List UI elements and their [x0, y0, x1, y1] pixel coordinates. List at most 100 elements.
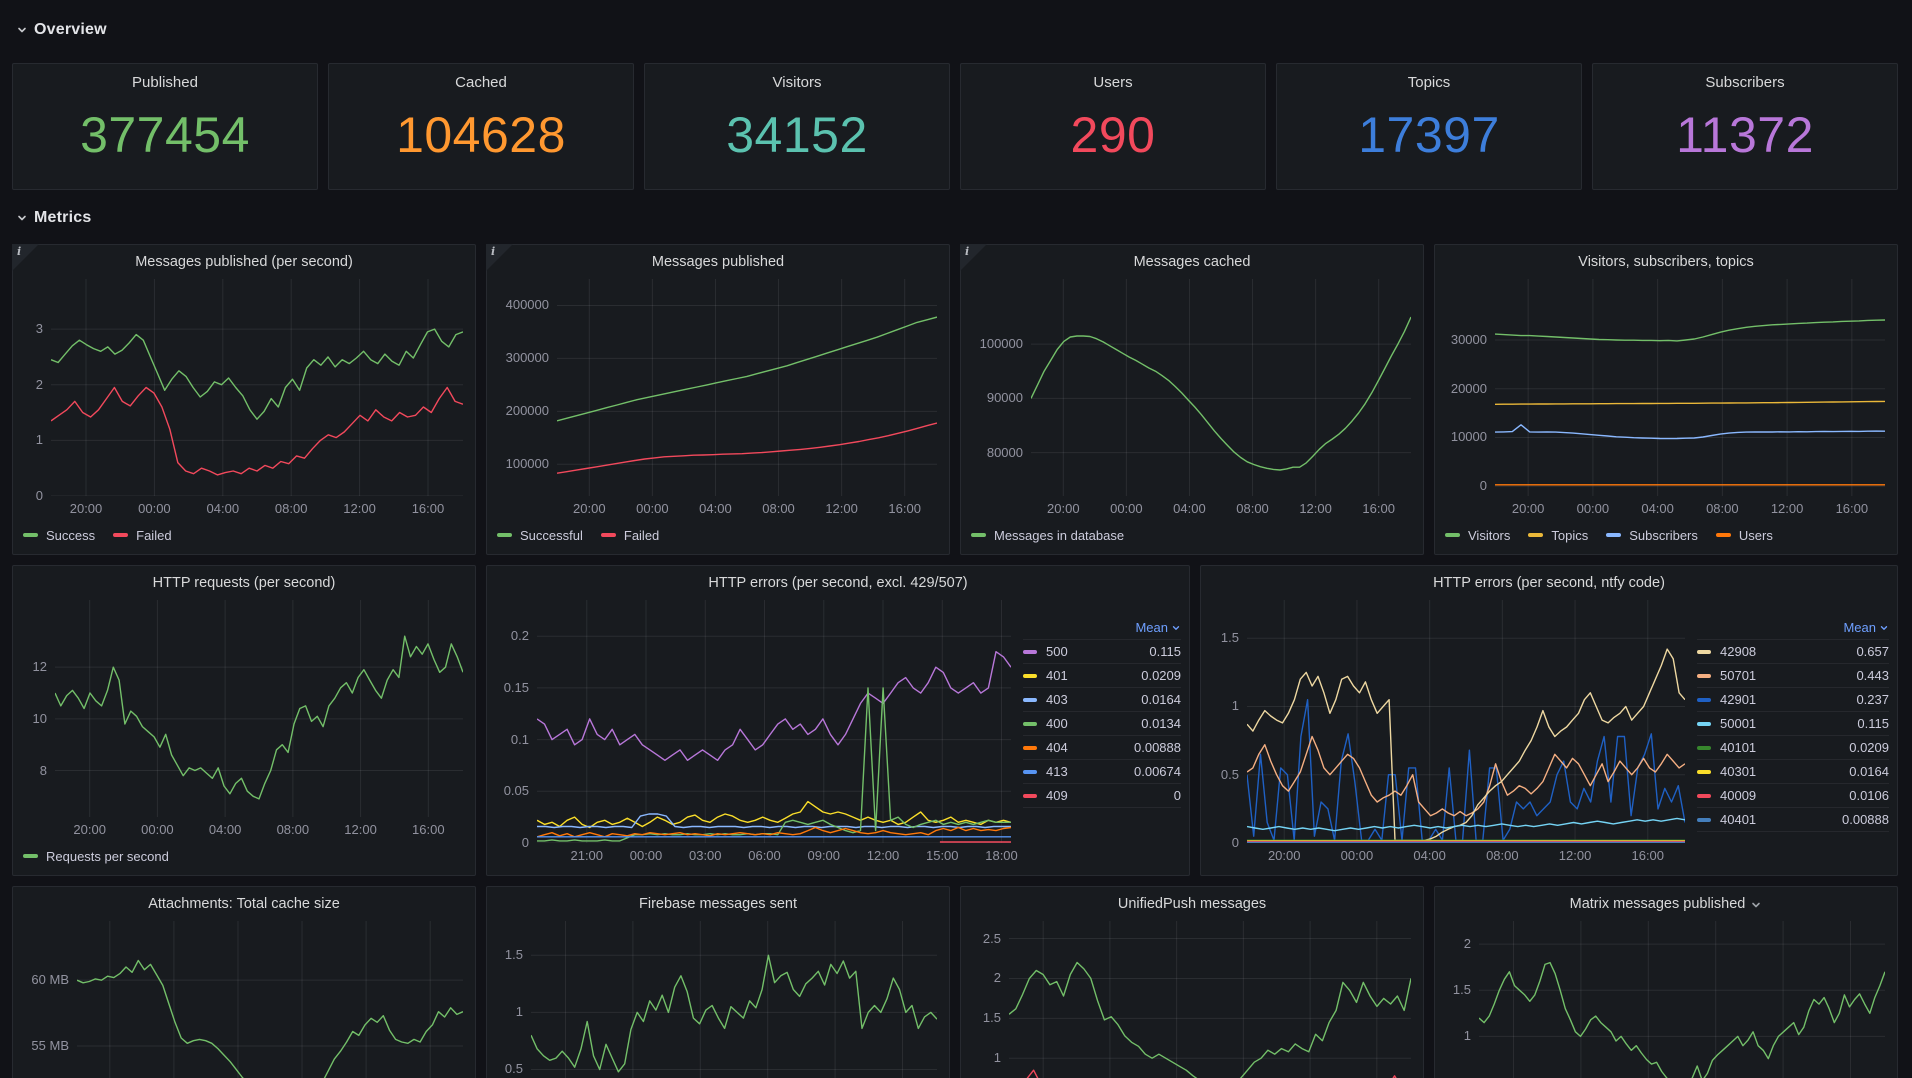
legend-swatch-icon [1697, 721, 1711, 726]
chevron-down-icon [16, 24, 28, 36]
legend-table-row-40401[interactable]: 40401 0.00888 [1697, 808, 1889, 832]
panel-info-icon[interactable]: i [12, 244, 39, 271]
series-line-Firebase messages sent [531, 954, 937, 1073]
panel-title-messages-cached[interactable]: Messages cached [961, 245, 1423, 279]
stat-panel-users: Users 290 [960, 63, 1266, 190]
panel-menu-chevron-icon[interactable] [1750, 899, 1762, 911]
legend-series-label: 404 [1046, 740, 1068, 755]
legend-table-row-413[interactable]: 413 0.00674 [1023, 760, 1181, 784]
legend-item-Requests per second[interactable]: Requests per second [23, 849, 169, 864]
legend-series-label: 409 [1046, 788, 1068, 803]
y-axis-tick-label: 200000 [505, 403, 549, 419]
legend-table-row-40101[interactable]: 40101 0.0209 [1697, 736, 1889, 760]
panel-title-http-requests[interactable]: HTTP requests (per second) [13, 566, 475, 600]
legend-item-Subscribers[interactable]: Subscribers [1606, 528, 1698, 543]
legend-item-Successful[interactable]: Successful [497, 528, 583, 543]
legend-item-Failed[interactable]: Failed [113, 528, 172, 543]
legend-series-label: 400 [1046, 716, 1068, 731]
legend-item-Users[interactable]: Users [1715, 528, 1773, 543]
legend-item-Success[interactable]: Success [23, 528, 95, 543]
legend-swatch-icon [1697, 769, 1711, 774]
legend-swatch-icon [1697, 817, 1711, 822]
panel-title-matrix-messages-published[interactable]: Matrix messages published [1435, 887, 1897, 921]
legend-item-Topics[interactable]: Topics [1528, 528, 1588, 543]
chart-plot-attachments-cache-size[interactable] [77, 921, 463, 1078]
panel-title-text: HTTP errors (per second, excl. 429/507) [708, 575, 968, 591]
section-overview[interactable]: Overview [16, 18, 107, 42]
legend-table-row-50001[interactable]: 50001 0.115 [1697, 712, 1889, 736]
chart-plot-http-errors-excl[interactable] [537, 600, 1011, 843]
chart-plot-http-requests[interactable] [55, 600, 463, 817]
series-line-50001 [1247, 817, 1685, 832]
legend-swatch-icon [1697, 697, 1711, 702]
panel-title-messages-published-rate[interactable]: Messages published (per second) [13, 245, 475, 279]
series-line-403 [537, 813, 1011, 829]
stat-value: 34152 [726, 107, 868, 163]
chart-legend: Visitors Topics Subscribers Users [1445, 522, 1773, 548]
chart-plot-visitors-subscribers-topics[interactable] [1495, 279, 1885, 496]
y-axis-tick-label: 1 [1463, 1028, 1471, 1044]
panel-info-icon[interactable]: i [960, 244, 987, 271]
legend-table-mean-header[interactable]: Mean [1023, 616, 1181, 640]
legend-item-label: Messages in database [994, 527, 1125, 543]
section-metrics[interactable]: Metrics [16, 206, 91, 230]
chart-plot-messages-published-rate[interactable] [51, 279, 463, 496]
chart-plot-firebase-messages-sent[interactable] [531, 921, 937, 1078]
chart-plot-http-errors-ntfy[interactable] [1247, 600, 1685, 843]
legend-table-row-40301[interactable]: 40301 0.0164 [1697, 760, 1889, 784]
x-axis-tick-label: 16:00 [412, 822, 445, 837]
chart-plot-messages-published-total[interactable] [557, 279, 937, 496]
x-axis-tick-label: 18:00 [985, 848, 1018, 863]
chart-legend: Successful Failed [497, 522, 659, 548]
legend-swatch-icon [23, 533, 38, 537]
chart-plot-unifiedpush-messages[interactable] [1009, 921, 1411, 1078]
legend-table-row-409[interactable]: 409 0 [1023, 784, 1181, 808]
x-axis-tick-label: 16:00 [1362, 501, 1395, 516]
legend-item-Messages in database[interactable]: Messages in database [971, 528, 1124, 543]
panel-title-attachments-cache-size[interactable]: Attachments: Total cache size [13, 887, 475, 921]
x-axis-tick-label: 20:00 [1267, 848, 1301, 863]
chart-plot-messages-cached[interactable] [1031, 279, 1411, 496]
panel-visitors-subscribers-topics: Visitors, subscribers, topics 0 10000 2000… [1434, 244, 1898, 555]
panel-title-unifiedpush-messages[interactable]: UnifiedPush messages [961, 887, 1423, 921]
legend-table-row-403[interactable]: 403 0.0164 [1023, 688, 1181, 712]
legend-swatch-icon [1606, 533, 1622, 537]
panel-info-icon[interactable]: i [486, 244, 513, 271]
legend-swatch-icon [113, 533, 129, 537]
legend-table-row-50701[interactable]: 50701 0.443 [1697, 664, 1889, 688]
legend-swatch-icon [1697, 745, 1711, 750]
legend-table-row-42901[interactable]: 42901 0.237 [1697, 688, 1889, 712]
legend-item-Failed[interactable]: Failed [600, 528, 659, 543]
legend-table-row-500[interactable]: 500 0.115 [1023, 640, 1181, 664]
series-line-Failed [51, 386, 463, 476]
legend-item-label: Subscribers [1629, 527, 1698, 543]
panel-title-firebase-messages-sent[interactable]: Firebase messages sent [487, 887, 949, 921]
y-axis-tick-label: 0.05 [503, 783, 529, 799]
y-axis-tick-label: 2.5 [982, 930, 1001, 946]
x-axis-tick-label: 04:00 [1173, 501, 1206, 516]
chart-plot-matrix-messages-published[interactable] [1479, 921, 1885, 1078]
legend-table-row-404[interactable]: 404 0.00888 [1023, 736, 1181, 760]
legend-table-row-42908[interactable]: 42908 0.657 [1697, 640, 1889, 664]
panel-title-text: Messages published [651, 254, 785, 270]
legend-table-row-40009[interactable]: 40009 0.0106 [1697, 784, 1889, 808]
panel-title-http-errors-ntfy[interactable]: HTTP errors (per second, ntfy code) [1201, 566, 1897, 600]
y-axis-tick-label: 55 MB [31, 1037, 69, 1053]
panel-title-visitors-subscribers-topics[interactable]: Visitors, subscribers, topics [1435, 245, 1897, 279]
panel-title-http-errors-excl[interactable]: HTTP errors (per second, excl. 429/507) [487, 566, 1189, 600]
panel-title-text: Messages cached [1133, 254, 1251, 270]
legend-item-Visitors[interactable]: Visitors [1445, 528, 1510, 543]
stat-value: 11372 [1676, 107, 1814, 163]
legend-table-row-401[interactable]: 401 0.0209 [1023, 664, 1181, 688]
y-axis-tick-label: 12 [32, 659, 47, 675]
legend-table-mean-header[interactable]: Mean [1697, 616, 1889, 640]
panel-title-messages-published-total[interactable]: Messages published [487, 245, 949, 279]
legend-swatch-icon [1023, 697, 1037, 702]
chart-body: 8 10 12 20:00 00:00 04:00 08:00 12:00 16:00 Reque… [21, 600, 467, 869]
legend-table-row-400[interactable]: 400 0.0134 [1023, 712, 1181, 736]
legend-mean-value: 0.0134 [1141, 716, 1181, 731]
panel-attachments-cache-size: Attachments: Total cache size 55 MB 60 MB… [12, 886, 476, 1078]
